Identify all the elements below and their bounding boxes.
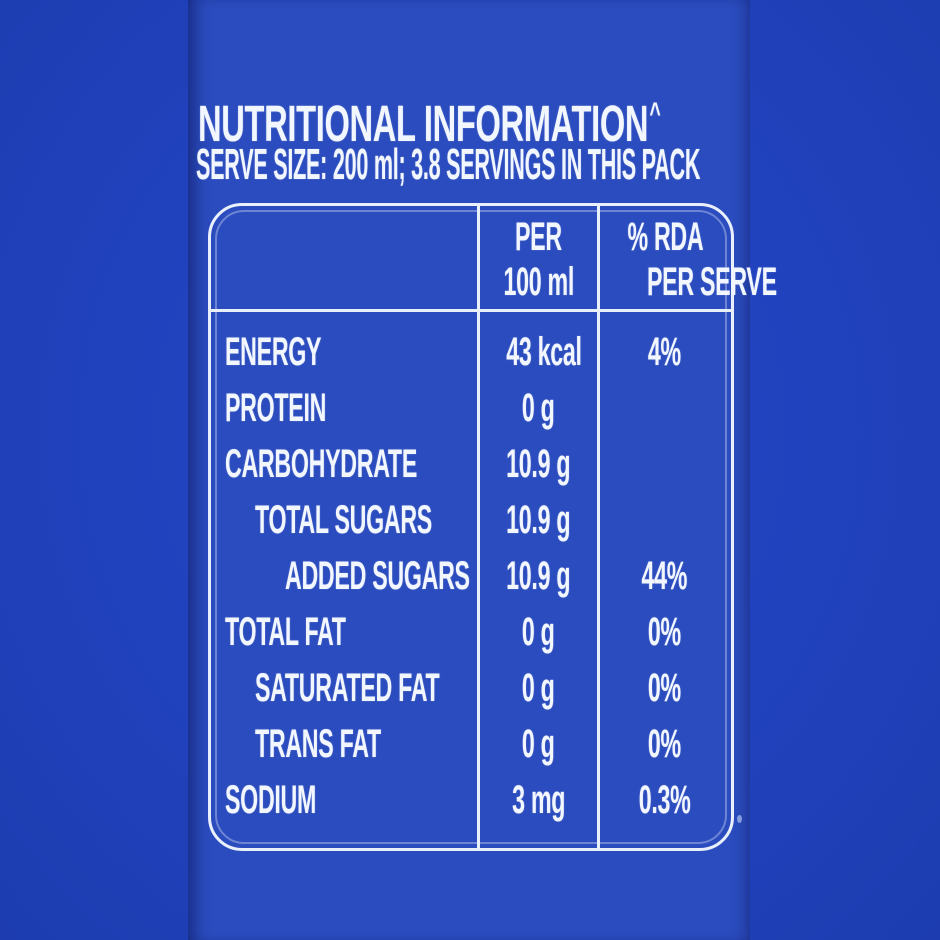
row-label: ADDED SUGARS xyxy=(285,553,470,598)
column-header-rda-per-serve: % RDA PER SERVE xyxy=(627,215,777,304)
table-row-protein: PROTEIN 0 g xyxy=(211,380,731,436)
row-value-rda: 0% xyxy=(648,721,681,766)
label-photo-strip: NUTRITIONAL INFORMATION^ SERVE SIZE: 200… xyxy=(188,0,777,940)
table-row-saturated-fat: SATURATED FAT 0 g 0% xyxy=(211,660,731,716)
row-value-rda: 0.3% xyxy=(638,777,691,822)
row-value-rda xyxy=(598,442,731,487)
column-divider-1 xyxy=(477,206,480,848)
row-value-per-100ml: 43 kcal xyxy=(506,329,582,374)
row-value-rda: 44% xyxy=(641,553,688,598)
row-label: SATURATED FAT xyxy=(255,665,440,710)
nutrition-table: PER 100 ml % RDA PER SERVE ENERGY 43 kca… xyxy=(208,203,777,851)
table-row-trans-fat: TRANS FAT 0 g 0% xyxy=(211,716,731,772)
row-label: TOTAL FAT xyxy=(225,609,346,654)
column-header-per-100ml: PER 100 ml xyxy=(503,215,574,304)
row-value-rda xyxy=(598,386,731,431)
header-divider xyxy=(211,309,731,312)
table-row-sodium: SODIUM 3 mg 0.3% xyxy=(211,772,731,828)
row-value-rda: 4% xyxy=(648,329,681,374)
row-label: TRANS FAT xyxy=(255,721,381,766)
row-value-per-100ml: 0 g xyxy=(522,721,555,766)
row-value-per-100ml: 0 g xyxy=(522,609,555,654)
row-value-rda: 0% xyxy=(648,665,681,710)
row-label: ENERGY xyxy=(225,329,322,374)
table-body: ENERGY 43 kcal 4% PROTEIN 0 g CARBOHYDRA… xyxy=(211,312,731,848)
row-value-rda: 0% xyxy=(648,609,681,654)
table-row-total-fat: TOTAL FAT 0 g 0% xyxy=(211,604,731,660)
table-row-added-sugars: ADDED SUGARS 10.9 g 44% xyxy=(211,548,731,604)
table-row-energy: ENERGY 43 kcal 4% xyxy=(211,324,731,380)
row-value-per-100ml: 3 mg xyxy=(511,777,565,822)
row-value-per-100ml: 10.9 g xyxy=(506,441,571,486)
row-value-per-100ml: 10.9 g xyxy=(506,553,571,598)
row-label: TOTAL SUGARS xyxy=(255,497,432,542)
page-title-text: NUTRITIONAL INFORMATION xyxy=(198,95,649,152)
serve-size-line: SERVE SIZE: 200 ml; 3.8 SERVINGS IN THIS… xyxy=(196,140,701,189)
row-label: CARBOHYDRATE xyxy=(225,441,417,486)
row-label: SODIUM xyxy=(225,777,317,822)
table-row-carbohydrate: CARBOHYDRATE 10.9 g xyxy=(211,436,731,492)
row-label: PROTEIN xyxy=(225,385,327,430)
print-speck xyxy=(737,815,742,823)
table-row-total-sugars: TOTAL SUGARS 10.9 g xyxy=(211,492,731,548)
row-value-rda xyxy=(598,498,731,543)
page-title: NUTRITIONAL INFORMATION^ xyxy=(198,88,920,150)
column-divider-2 xyxy=(597,206,600,848)
row-value-per-100ml: 0 g xyxy=(522,385,555,430)
row-value-per-100ml: 0 g xyxy=(522,665,555,710)
title-footnote-marker: ^ xyxy=(649,97,661,130)
row-value-per-100ml: 10.9 g xyxy=(506,497,571,542)
